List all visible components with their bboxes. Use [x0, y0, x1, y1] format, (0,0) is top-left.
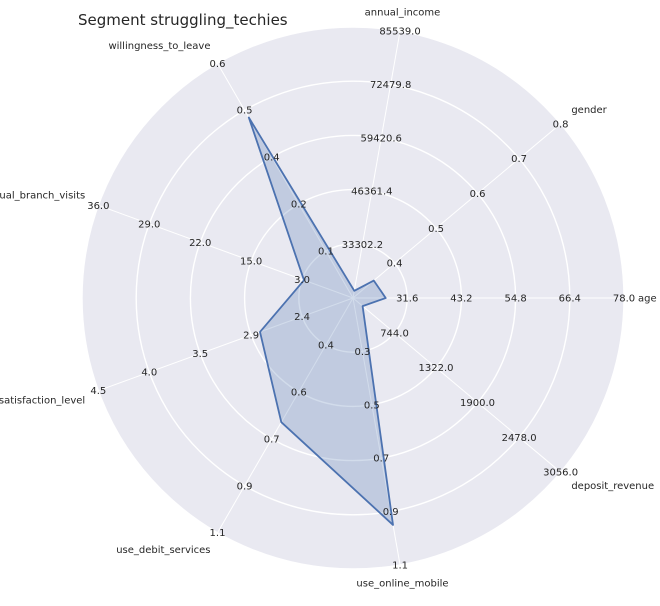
- tick-service_satisfaction_level-4: 4.0: [141, 368, 157, 379]
- tick-gender-2: 0.5: [428, 224, 444, 235]
- tick-age-2: 43.2: [450, 294, 472, 305]
- tick-annual_branch_visits-2: 15.0: [240, 256, 262, 267]
- tick-deposit_revenue-2: 1322.0: [419, 363, 454, 374]
- tick-use_online_mobile-2: 0.5: [364, 400, 380, 411]
- spoke-service_satisfaction_level: [98, 297, 354, 392]
- axis-label-use_debit_services: use_debit_services: [116, 545, 210, 556]
- tick-service_satisfaction_level-3: 3.5: [192, 349, 208, 360]
- axis-spokes: [98, 31, 624, 565]
- tick-willingness_to_leave-5: 0.6: [210, 59, 226, 70]
- tick-willingness_to_leave-3: 0.4: [264, 153, 280, 164]
- tick-willingness_to_leave-1: 0.1: [318, 247, 334, 258]
- tick-age-1: 31.6: [396, 294, 418, 305]
- tick-willingness_to_leave-4: 0.5: [237, 106, 253, 117]
- tick-service_satisfaction_level-2: 2.9: [243, 331, 259, 342]
- tick-deposit_revenue-4: 2478.0: [502, 433, 537, 444]
- tick-willingness_to_leave-2: 0.2: [291, 200, 307, 211]
- tick-use_online_mobile-1: 0.3: [354, 347, 370, 358]
- tick-annual_branch_visits-3: 22.0: [189, 238, 211, 249]
- tick-gender-4: 0.7: [511, 154, 527, 165]
- series-polygon-0: [247, 116, 394, 526]
- spoke-gender: [352, 123, 561, 299]
- tick-use_debit_services-1: 0.4: [318, 340, 334, 351]
- tick-age-3: 54.8: [504, 294, 526, 305]
- tick-age-5: 78.0: [613, 294, 635, 305]
- tick-annual_income-3: 59420.6: [361, 133, 402, 144]
- axis-label-service_satisfaction_level: service_satisfaction_level: [0, 395, 85, 406]
- spoke-annual_branch_visits: [98, 204, 354, 299]
- series-layer: [247, 116, 394, 526]
- tick-annual_income-4: 72479.8: [370, 80, 411, 91]
- tick-use_online_mobile-5: 1.1: [392, 560, 408, 571]
- tick-deposit_revenue-5: 3056.0: [543, 468, 578, 479]
- axis-label-age: age: [638, 294, 657, 305]
- tick-use_debit_services-5: 1.1: [210, 528, 226, 539]
- tick-use_debit_services-2: 0.6: [291, 387, 307, 398]
- tick-labels: 31.6 43.2 54.8 66.4 78.0 0.4 0.5 0.6 0.7 0.8 33302…: [87, 27, 635, 572]
- tick-gender-1: 0.4: [387, 259, 403, 270]
- axis-label-use_online_mobile: use_online_mobile: [356, 579, 448, 590]
- axis-label-annual_income: annual_income: [365, 7, 441, 18]
- axis-label-gender: gender: [571, 105, 607, 116]
- axis-label-annual_branch_visits: annual_branch_visits: [0, 191, 85, 202]
- spoke-annual_income: [352, 31, 401, 299]
- tick-gender-5: 0.8: [553, 119, 569, 130]
- tick-service_satisfaction_level-5: 4.5: [90, 386, 106, 397]
- tick-use_online_mobile-4: 0.9: [383, 507, 399, 518]
- axis-label-deposit_revenue: deposit_revenue: [571, 481, 654, 492]
- tick-annual_branch_visits-1: 3.0: [294, 275, 310, 286]
- tick-service_satisfaction_level-1: 2.4: [294, 312, 310, 323]
- tick-annual_branch_visits-5: 36.0: [87, 201, 109, 212]
- tick-annual_income-1: 33302.2: [342, 240, 383, 251]
- spoke-willingness_to_leave: [217, 63, 354, 299]
- tick-annual_income-2: 46361.4: [351, 187, 392, 198]
- spoke-use_debit_services: [217, 297, 354, 533]
- tick-annual_branch_visits-4: 29.0: [138, 219, 160, 230]
- tick-deposit_revenue-1: 744.0: [380, 328, 409, 339]
- tick-use_online_mobile-3: 0.7: [373, 454, 389, 465]
- chart-title: Segment struggling_techies: [78, 11, 288, 30]
- axis-labels: age gender annual_income willingness_to_lea…: [0, 7, 657, 589]
- tick-use_debit_services-3: 0.7: [264, 434, 280, 445]
- tick-age-4: 66.4: [559, 294, 581, 305]
- tick-gender-3: 0.6: [470, 189, 486, 200]
- spoke-deposit_revenue: [352, 297, 561, 473]
- tick-use_debit_services-4: 0.9: [237, 481, 253, 492]
- axis-label-willingness_to_leave: willingness_to_leave: [108, 41, 210, 52]
- tick-deposit_revenue-3: 1900.0: [460, 398, 495, 409]
- tick-annual_income-5: 85539.0: [379, 27, 420, 38]
